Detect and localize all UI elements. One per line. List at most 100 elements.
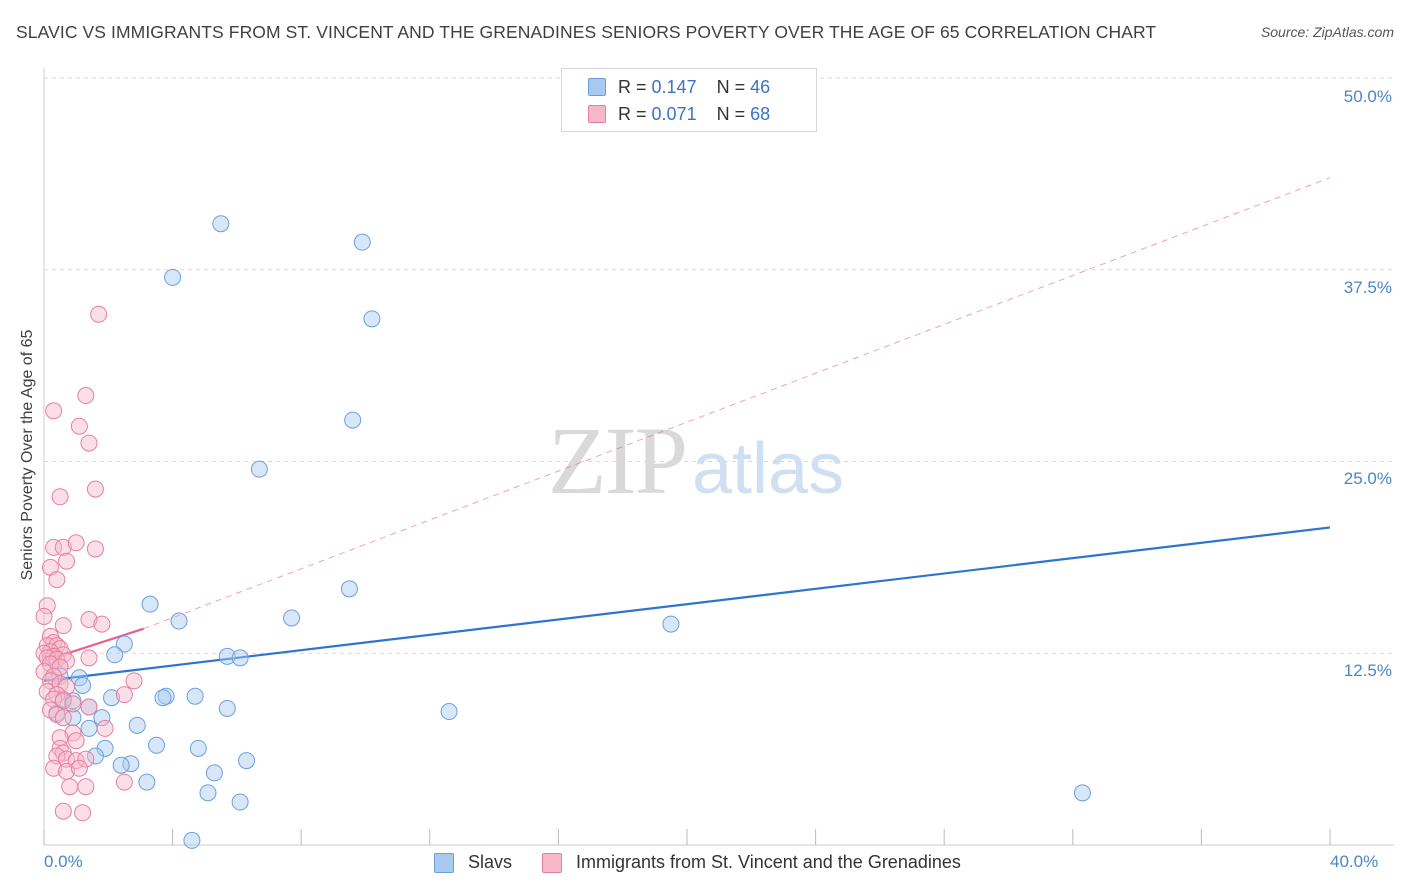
legend-n-label: N = [716,76,746,97]
axis-layer [43,68,1394,846]
legend-n-value: 68 [750,103,771,124]
immigrants-point [58,652,76,670]
slavs-point [141,595,159,613]
legend-row-immigrants[interactable]: R = 0.071 N = 68 [588,103,770,125]
immigrants-point [90,305,108,323]
slavs-point [344,411,362,429]
slavs-point [183,831,201,849]
slavs-point [353,233,371,251]
slavs-point [112,756,130,774]
immigrants-point [86,480,104,498]
immigrants-point [58,552,76,570]
slavs-point [231,793,249,811]
legend-r-value: 0.147 [651,76,697,97]
legend-n-value: 46 [750,76,771,97]
slavs-point [148,736,166,754]
immigrants-point [96,719,114,737]
immigrants-point [54,802,72,820]
immigrants-point [70,417,88,435]
immigrants-point [51,658,69,676]
grid-layer [44,77,1394,654]
source-label[interactable]: Source: ZipAtlas.com [1260,24,1394,40]
legend-r-label: R = [618,103,647,124]
watermark-atlas: atlas [692,429,845,509]
watermark: ZIPatlas [548,405,844,516]
immigrants-point [77,750,95,768]
immigrants-point [93,615,111,633]
immigrants-point [115,773,133,791]
immigrants-point [54,617,72,635]
slavs-point [205,764,223,782]
immigrants-point [67,534,85,552]
slavs-point [283,609,301,627]
immigrants-point [48,571,66,589]
slavs-point [231,649,249,667]
immigrants-point [80,611,98,629]
legend-r-label: R = [618,76,647,97]
legend-row-slavs[interactable]: R = 0.147 N = 46 [588,76,770,98]
series-legend-label-slavs[interactable]: Slavs [468,852,513,872]
slavs-point [212,215,230,233]
slavs-point [218,647,236,665]
slavs-point [128,716,146,734]
slavs-point [238,752,256,770]
y-tick-label-37-5: 37.5% [1343,278,1392,297]
trend-layer [43,177,1331,682]
slavs-point [164,268,182,286]
immigrants-point [54,692,72,710]
immigrants-point [54,538,72,556]
slavs-point [74,676,92,694]
slavs-point [86,747,104,765]
y-tick-label-25: 25.0% [1343,469,1392,488]
watermark-zip: ZIP [548,407,688,514]
series-legend-label-immigrants[interactable]: Immigrants from St. Vincent and the Gren… [576,852,961,872]
slavs-point [115,635,133,653]
legend-swatch-immigrants [588,105,606,123]
slavs-point [103,689,121,707]
slavs-point [138,773,156,791]
immigrants-point [77,387,95,405]
slavs-point [340,580,358,598]
slavs-points [41,215,1091,849]
immigrants-point [48,686,66,704]
immigrants-point [61,778,79,796]
immigrants-point [77,778,95,796]
slavs-point [186,687,204,705]
chart-title: SLAVIC VS IMMIGRANTS FROM ST. VINCENT AN… [16,22,1157,42]
slavs-point [93,709,111,727]
series-legend-swatch-slavs[interactable] [434,852,454,873]
slavs-point [440,703,458,721]
slavs-point [199,784,217,802]
slavs-point [170,612,188,630]
slavs-point [363,310,381,328]
y-tick-label-12-5: 12.5% [1343,661,1392,680]
immigrants-point [125,672,143,690]
immigrants-point [48,637,66,655]
slavs-trend-line [43,526,1331,682]
immigrants-point [45,538,63,556]
series-legend: Slavs Immigrants from St. Vincent and th… [434,852,961,873]
slavs-point [80,719,98,737]
immigrants-point [64,695,82,713]
series-legend-swatch-immigrants[interactable] [542,852,563,873]
immigrants-point [38,597,56,615]
immigrants-point [80,434,98,452]
y-tick-label-50: 50.0% [1343,87,1392,106]
slavs-point [662,615,680,633]
slavs-point [250,460,268,478]
immigrants-point [41,672,59,690]
immigrants-point [45,759,63,777]
immigrants-point [86,540,104,558]
slavs-point [189,739,207,757]
immigrants-point [51,488,69,506]
x-tick-label-max: 40.0% [1330,852,1379,871]
immigrants-point [74,804,92,822]
immigrants-point [35,607,53,625]
immigrants-point [35,663,53,681]
slavs-point [154,689,172,707]
immigrants-point [115,686,133,704]
legend-r-value: 0.071 [651,103,697,124]
slavs-point [218,699,236,717]
immigrants-trend-extension [143,177,1331,630]
